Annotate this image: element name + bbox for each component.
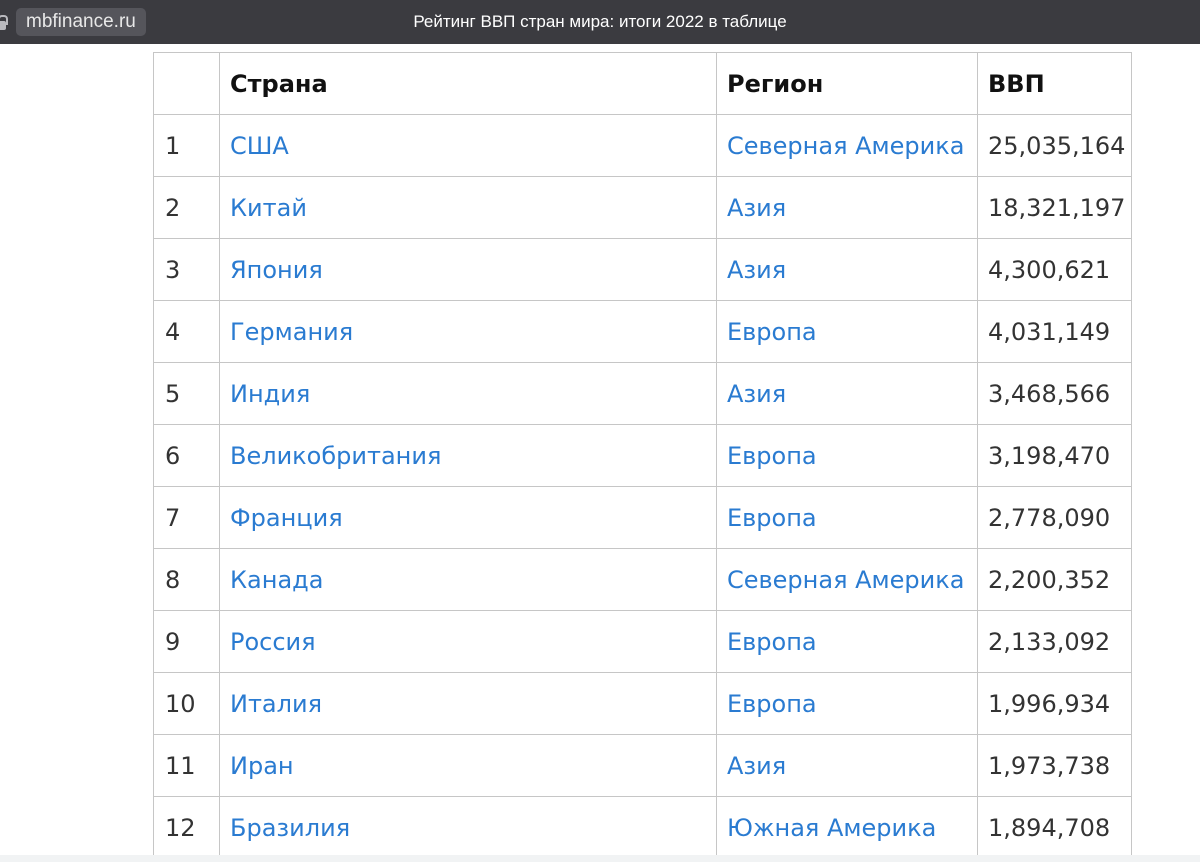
country-link[interactable]: Италия	[230, 689, 323, 718]
table-row: 4 Германия Европа 4,031,149	[153, 300, 1132, 363]
cell-region: Азия	[716, 362, 978, 425]
cell-gdp: 2,778,090	[977, 486, 1132, 549]
header-gdp: ВВП	[977, 52, 1132, 115]
cell-country: Великобритания	[219, 424, 717, 487]
table-row: 12 Бразилия Южная Америка 1,894,708	[153, 796, 1132, 859]
table-row: 8 Канада Северная Америка 2,200,352	[153, 548, 1132, 611]
region-link[interactable]: Европа	[727, 441, 817, 470]
region-link[interactable]: Азия	[727, 751, 787, 780]
cell-gdp: 4,031,149	[977, 300, 1132, 363]
region-link[interactable]: Европа	[727, 317, 817, 346]
cell-country: Россия	[219, 610, 717, 673]
cell-gdp: 1,996,934	[977, 672, 1132, 735]
country-link[interactable]: Китай	[230, 193, 307, 222]
cell-rank: 11	[153, 734, 220, 797]
cell-rank: 9	[153, 610, 220, 673]
country-link[interactable]: Канада	[230, 565, 324, 594]
country-link[interactable]: Великобритания	[230, 441, 442, 470]
table-row: 5 Индия Азия 3,468,566	[153, 362, 1132, 425]
cell-rank: 10	[153, 672, 220, 735]
table-row: 6 Великобритания Европа 3,198,470	[153, 424, 1132, 487]
cell-country: Япония	[219, 238, 717, 301]
page-bottom-strip	[0, 855, 1200, 862]
cell-region: Азия	[716, 734, 978, 797]
table-row: 9 Россия Европа 2,133,092	[153, 610, 1132, 673]
cell-region: Северная Америка	[716, 114, 978, 177]
table-header-row: Страна Регион ВВП	[153, 52, 1132, 115]
region-link[interactable]: Северная Америка	[727, 565, 965, 594]
cell-gdp: 18,321,197	[977, 176, 1132, 239]
table-row: 10 Италия Европа 1,996,934	[153, 672, 1132, 735]
cell-country: Бразилия	[219, 796, 717, 859]
cell-country: Франция	[219, 486, 717, 549]
cell-gdp: 2,133,092	[977, 610, 1132, 673]
page-title: Рейтинг ВВП стран мира: итоги 2022 в таб…	[413, 12, 787, 31]
cell-region: Европа	[716, 610, 978, 673]
cell-rank: 7	[153, 486, 220, 549]
cell-rank: 12	[153, 796, 220, 859]
cell-region: Южная Америка	[716, 796, 978, 859]
country-link[interactable]: США	[230, 131, 289, 160]
cell-country: Германия	[219, 300, 717, 363]
cell-gdp: 3,198,470	[977, 424, 1132, 487]
table-row: 2 Китай Азия 18,321,197	[153, 176, 1132, 239]
cell-country: Канада	[219, 548, 717, 611]
gdp-table-container: Страна Регион ВВП 1 США Северная Америка 25…	[153, 52, 1132, 859]
country-link[interactable]: Япония	[230, 255, 323, 284]
cell-gdp: 1,973,738	[977, 734, 1132, 797]
lock-icon	[0, 12, 10, 32]
cell-gdp: 4,300,621	[977, 238, 1132, 301]
gdp-ranking-table: Страна Регион ВВП 1 США Северная Америка 25…	[153, 52, 1132, 859]
header-rank	[153, 52, 220, 115]
site-chip[interactable]: mbfinance.ru	[0, 8, 146, 36]
cell-rank: 3	[153, 238, 220, 301]
region-link[interactable]: Южная Америка	[727, 813, 937, 842]
table-row: 1 США Северная Америка 25,035,164	[153, 114, 1132, 177]
cell-gdp: 1,894,708	[977, 796, 1132, 859]
country-link[interactable]: Германия	[230, 317, 354, 346]
table-row: 7 Франция Европа 2,778,090	[153, 486, 1132, 549]
cell-region: Европа	[716, 424, 978, 487]
cell-rank: 5	[153, 362, 220, 425]
region-link[interactable]: Азия	[727, 379, 787, 408]
cell-region: Северная Америка	[716, 548, 978, 611]
table-row: 11 Иран Азия 1,973,738	[153, 734, 1132, 797]
table-body: 1 США Северная Америка 25,035,164 2 Китай Азия…	[153, 114, 1132, 859]
cell-rank: 6	[153, 424, 220, 487]
country-link[interactable]: Россия	[230, 627, 316, 656]
cell-region: Европа	[716, 300, 978, 363]
cell-rank: 8	[153, 548, 220, 611]
cell-gdp: 2,200,352	[977, 548, 1132, 611]
site-url[interactable]: mbfinance.ru	[16, 8, 146, 36]
browser-titlebar: mbfinance.ru Рейтинг ВВП стран мира: ито…	[0, 0, 1200, 44]
cell-region: Европа	[716, 486, 978, 549]
country-link[interactable]: Бразилия	[230, 813, 351, 842]
cell-country: Индия	[219, 362, 717, 425]
cell-rank: 4	[153, 300, 220, 363]
header-region: Регион	[716, 52, 978, 115]
cell-region: Азия	[716, 176, 978, 239]
region-link[interactable]: Азия	[727, 255, 787, 284]
region-link[interactable]: Азия	[727, 193, 787, 222]
region-link[interactable]: Северная Америка	[727, 131, 965, 160]
cell-region: Европа	[716, 672, 978, 735]
region-link[interactable]: Европа	[727, 503, 817, 532]
country-link[interactable]: Индия	[230, 379, 311, 408]
cell-country: США	[219, 114, 717, 177]
country-link[interactable]: Иран	[230, 751, 294, 780]
cell-country: Иран	[219, 734, 717, 797]
country-link[interactable]: Франция	[230, 503, 343, 532]
region-link[interactable]: Европа	[727, 627, 817, 656]
table-row: 3 Япония Азия 4,300,621	[153, 238, 1132, 301]
region-link[interactable]: Европа	[727, 689, 817, 718]
cell-rank: 2	[153, 176, 220, 239]
cell-region: Азия	[716, 238, 978, 301]
cell-gdp: 25,035,164	[977, 114, 1132, 177]
cell-country: Китай	[219, 176, 717, 239]
cell-country: Италия	[219, 672, 717, 735]
header-country: Страна	[219, 52, 717, 115]
cell-rank: 1	[153, 114, 220, 177]
cell-gdp: 3,468,566	[977, 362, 1132, 425]
